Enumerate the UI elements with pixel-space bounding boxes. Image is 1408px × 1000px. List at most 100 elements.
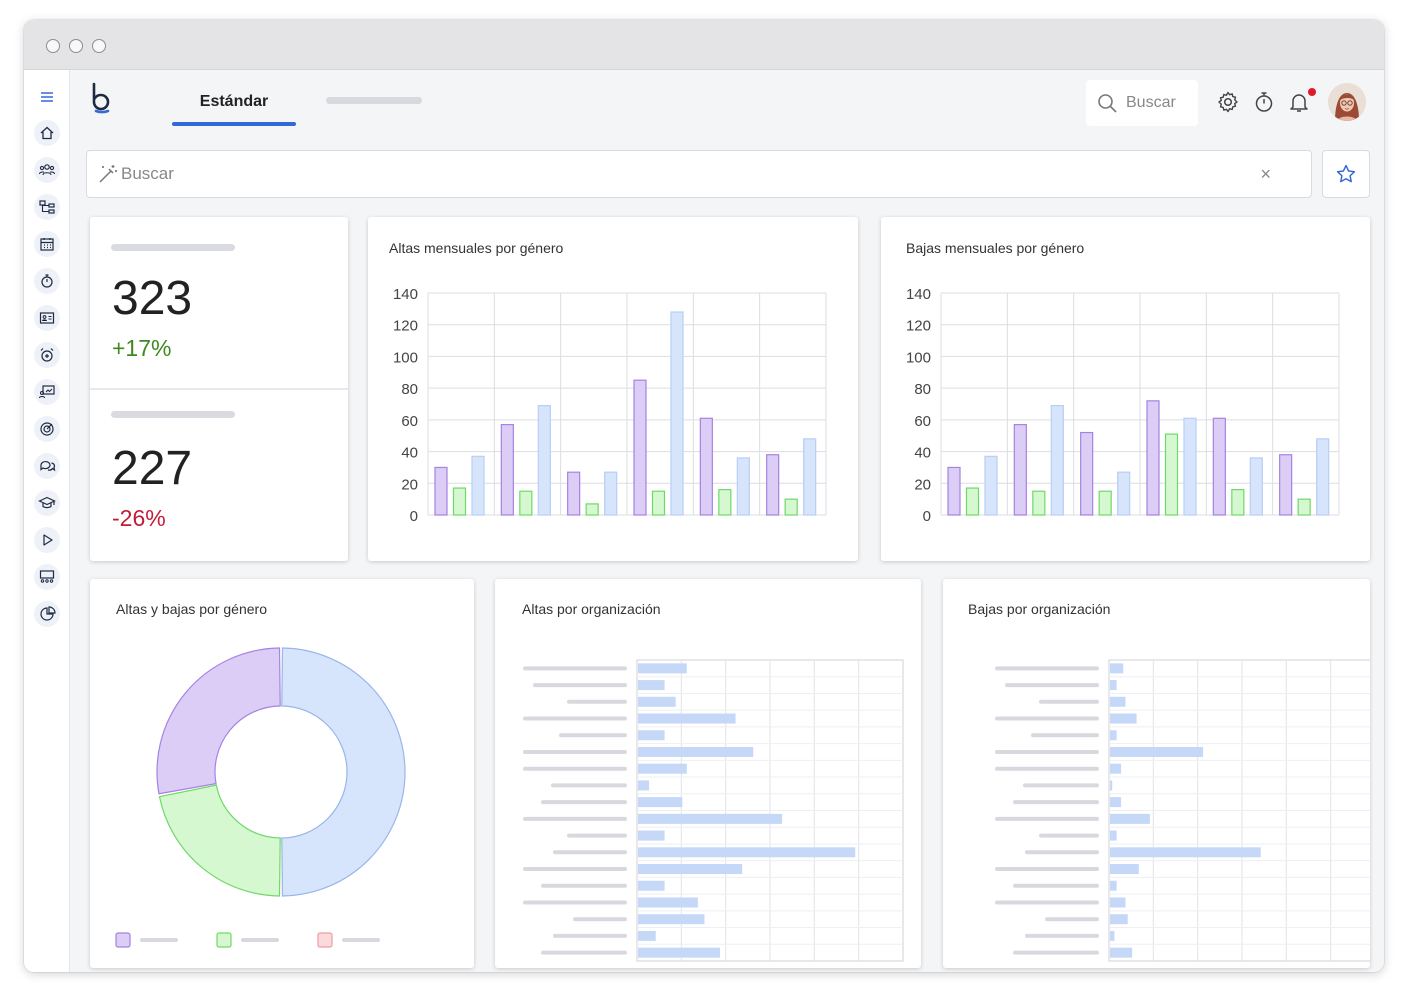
row-label-placeholder [1013,883,1099,888]
bar [638,830,665,841]
tab-estandar-label: Estándar [199,93,269,110]
row-label-placeholder [541,950,627,955]
bar [965,487,980,516]
row-label-placeholder [567,833,627,838]
tab-placeholder[interactable] [326,97,422,104]
row-label-placeholder [523,749,627,754]
bar [1110,696,1126,707]
bar [1297,498,1311,516]
kpi-card: 323 +17% 227 -26% [90,217,348,561]
calendar-icon[interactable] [34,231,60,257]
timer-icon[interactable] [1252,90,1276,114]
legend-label-placeholder [241,938,279,942]
row-label-placeholder [533,683,627,688]
altas-mensuales-title: Altas mensuales por género [389,240,564,256]
y-tick-label: 140 [906,286,931,303]
home-icon[interactable] [34,120,60,146]
org-chart-icon[interactable] [34,194,60,220]
bar [736,457,750,516]
bajas-organizacion-chart [995,659,1370,962]
bar [766,454,780,516]
bar [452,487,467,516]
filter-search-bar[interactable]: Buscar × [86,150,1312,198]
presentation-icon[interactable] [34,379,60,405]
people-icon[interactable] [34,157,60,183]
alarm-icon[interactable] [34,342,60,368]
legend-swatch [216,932,232,948]
altas-mensuales-card: Altas mensuales por género 0 20 40 60 80 100 1… [368,217,858,561]
row-label-placeholder [1025,850,1099,855]
magic-wand-icon [99,165,117,183]
bajas-mensuales-title: Bajas mensuales por género [906,240,1085,256]
bar [1249,457,1263,516]
pie-chart-icon[interactable] [34,601,60,627]
menu-icon[interactable] [34,84,60,110]
altas-bajas-genero-chart [115,647,406,948]
row-label-placeholder [1039,833,1099,838]
bar [638,780,650,791]
bar [1110,914,1128,925]
y-tick-label: 80 [914,381,931,398]
tab-active-indicator [172,122,296,126]
altas-mensuales-chart: 0 20 40 60 80 100 120 140 [393,286,827,525]
bar [1110,897,1126,908]
bar [1013,424,1027,516]
bar [1146,400,1160,516]
play-icon[interactable] [34,527,60,553]
row-label-placeholder [523,766,627,771]
altas-organizacion-chart [523,659,904,962]
bajas-mensuales-chart: 0 20 40 60 80 100 120 140 [906,286,1340,525]
bar [1212,417,1226,516]
row-label-placeholder [995,716,1099,721]
bar [1117,471,1131,516]
bell-icon[interactable] [1287,90,1311,114]
row-label-placeholder [1045,917,1099,922]
row-label-placeholder [995,867,1099,872]
user-avatar[interactable] [1328,83,1366,121]
y-tick-label: 0 [410,508,418,525]
row-label-placeholder [523,716,627,721]
gear-icon[interactable] [1216,90,1240,114]
bar [537,404,551,516]
altas-organizacion-card: Altas por organización [495,579,921,968]
y-tick-label: 100 [393,349,418,366]
row-label-placeholder [541,800,627,805]
bar [638,897,698,908]
id-card-icon[interactable] [34,305,60,331]
bar [1110,663,1124,674]
row-label-placeholder [1025,933,1099,938]
bar [1098,490,1112,516]
clear-search-button[interactable]: × [1260,164,1271,184]
y-tick-label: 140 [393,286,418,303]
favorite-button[interactable] [1322,150,1370,198]
top-search-box[interactable]: Buscar [1086,80,1198,126]
stopwatch-icon[interactable] [34,268,60,294]
bar [638,730,665,741]
donut-slice [281,647,406,897]
legend-label-placeholder [140,938,178,942]
bar [1032,490,1046,516]
y-tick-label: 120 [906,318,931,335]
kpi-altas-change: +17% [112,335,172,361]
row-label-placeholder [553,933,627,938]
y-tick-label: 80 [401,381,418,398]
target-icon[interactable] [34,416,60,442]
tab-estandar[interactable]: Estándar [172,90,296,126]
kpi-bajas-change: -26% [112,505,166,531]
bar [1110,746,1204,757]
bar [1279,454,1293,516]
window-minimize-button[interactable] [69,39,83,53]
meeting-icon[interactable] [34,564,60,590]
bar [784,498,798,516]
brand-logo [92,82,110,114]
bar [500,424,514,516]
window-maximize-button[interactable] [92,39,106,53]
graduation-cap-icon[interactable] [34,490,60,516]
app-window: Estándar Buscar [24,20,1384,972]
bar [947,466,961,516]
window-close-button[interactable] [46,39,60,53]
bar [638,680,665,691]
chat-icon[interactable] [34,453,60,479]
row-label-placeholder [995,666,1099,671]
top-bar: Estándar Buscar [70,70,1384,148]
